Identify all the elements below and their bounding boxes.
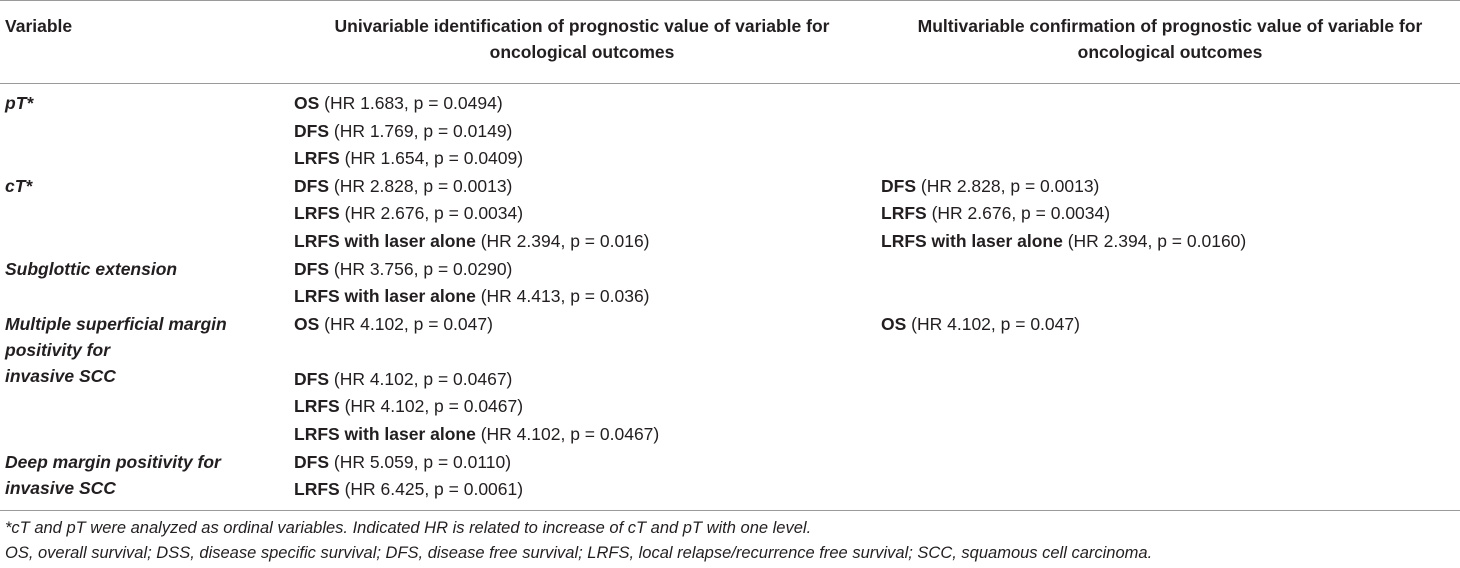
univariable-result: LRFS with laser alone (HR 4.102, p = 0.0… <box>294 424 660 444</box>
header-multivariable: Multivariable confirmation of prognostic… <box>880 13 1460 65</box>
variable-ct: cT* <box>5 176 33 196</box>
table-top-rule <box>0 0 1460 1</box>
univariable-result: LRFS (HR 1.654, p = 0.0409) <box>294 148 524 168</box>
header-multivariable-line2: oncological outcomes <box>1077 42 1263 62</box>
univariable-result: DFS (HR 5.059, p = 0.0110) <box>294 452 512 472</box>
header-univariable: Univariable identification of prognostic… <box>287 13 877 65</box>
multivariable-result: DFS (HR 2.828, p = 0.0013) <box>881 176 1100 196</box>
header-multivariable-line1: Multivariable confirmation of prognostic… <box>917 16 1423 36</box>
multivariable-result: LRFS (HR 2.676, p = 0.0034) <box>881 203 1111 223</box>
variable-deep-margin-line2: invasive SCC <box>5 478 116 498</box>
univariable-result: LRFS with laser alone (HR 4.413, p = 0.0… <box>294 286 650 306</box>
univariable-result: DFS (HR 2.828, p = 0.0013) <box>294 176 513 196</box>
table-bottom-rule <box>0 510 1460 511</box>
variable-pt: pT* <box>5 93 34 113</box>
univariable-result: DFS (HR 3.756, p = 0.0290) <box>294 259 513 279</box>
variable-deep-margin: Deep margin positivity for invasive SCC <box>5 449 275 501</box>
variable-multiple-margin: Multiple superficial margin positivity f… <box>5 311 275 389</box>
variable-multiple-margin-line3: invasive SCC <box>5 366 116 386</box>
univariable-result: LRFS (HR 4.102, p = 0.0467) <box>294 396 524 416</box>
variable-multiple-margin-line1: Multiple superficial margin <box>5 314 227 334</box>
univariable-result: DFS (HR 4.102, p = 0.0467) <box>294 369 513 389</box>
univariable-result: OS (HR 1.683, p = 0.0494) <box>294 93 503 113</box>
header-variable: Variable <box>5 16 73 36</box>
variable-subglottic: Subglottic extension <box>5 259 178 279</box>
footnote-abbreviations: OS, overall survival; DSS, disease speci… <box>5 544 1153 562</box>
multivariable-result: OS (HR 4.102, p = 0.047) <box>881 314 1080 334</box>
univariable-result: LRFS (HR 6.425, p = 0.0061) <box>294 479 524 499</box>
univariable-result: LRFS with laser alone (HR 2.394, p = 0.0… <box>294 231 650 251</box>
univariable-result: LRFS (HR 2.676, p = 0.0034) <box>294 203 524 223</box>
variable-deep-margin-line1: Deep margin positivity for <box>5 452 221 472</box>
multivariable-result: LRFS with laser alone (HR 2.394, p = 0.0… <box>881 231 1247 251</box>
univariable-result: DFS (HR 1.769, p = 0.0149) <box>294 121 513 141</box>
variable-multiple-margin-line2: positivity for <box>5 340 111 360</box>
header-rule <box>0 83 1460 84</box>
header-univariable-line1: Univariable identification of prognostic… <box>334 16 830 36</box>
footnote-ordinal: *cT and pT were analyzed as ordinal vari… <box>5 519 812 537</box>
header-univariable-line2: oncological outcomes <box>489 42 675 62</box>
univariable-result: OS (HR 4.102, p = 0.047) <box>294 314 493 334</box>
